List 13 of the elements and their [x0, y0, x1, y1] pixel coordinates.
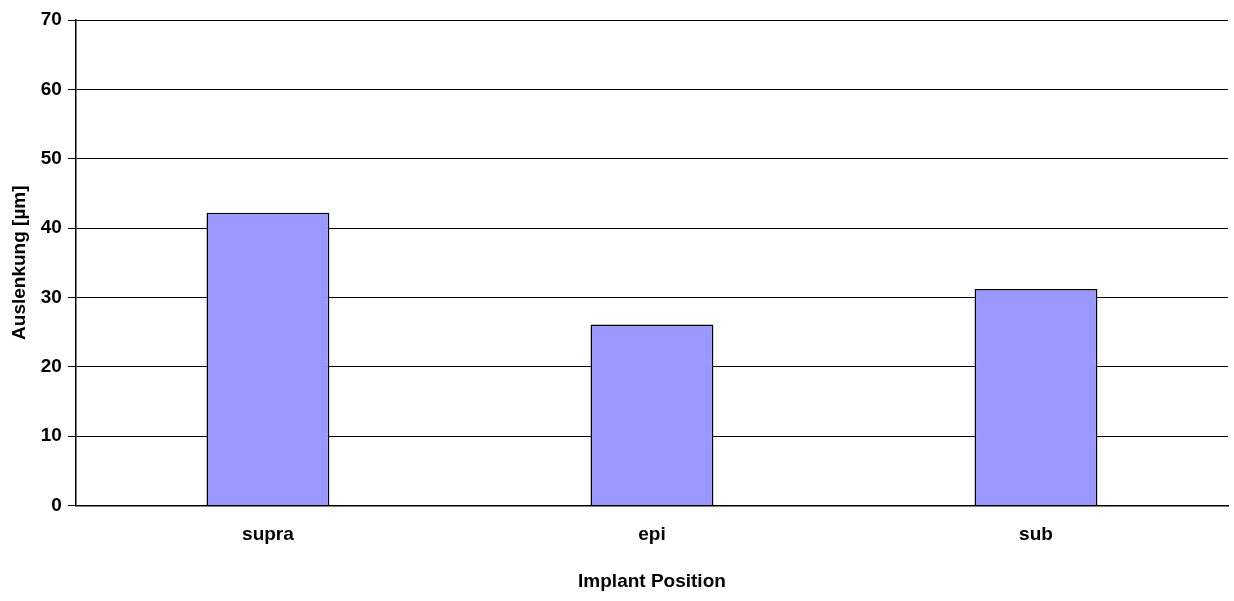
y-tick-label: 20 — [40, 354, 62, 376]
x-axis-title: Implant Position — [578, 569, 726, 591]
x-tick-label: sub — [1019, 523, 1053, 545]
x-tick-label: supra — [242, 523, 295, 545]
y-tick-label: 60 — [40, 77, 62, 99]
y-tick-label: 10 — [40, 424, 62, 446]
y-tick-label: 40 — [40, 216, 62, 238]
y-tick-label: 50 — [40, 146, 62, 168]
y-tick-label: 0 — [51, 493, 62, 515]
y-tick-label: 30 — [40, 285, 62, 307]
y-tick-label: 70 — [40, 8, 62, 30]
y-axis-title: Auslenkung [µm] — [7, 185, 29, 340]
x-tick-label: epi — [638, 523, 666, 545]
